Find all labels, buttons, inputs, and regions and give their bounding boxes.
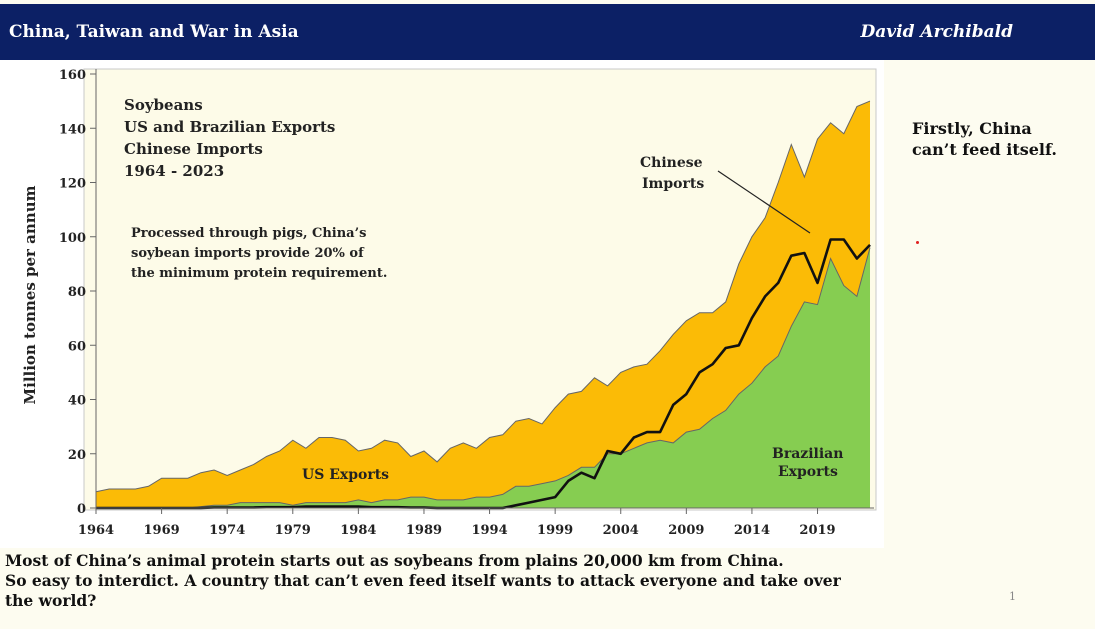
y-axis-label: Million tonnes per annum	[21, 185, 39, 404]
x-tick-label: 1969	[143, 523, 179, 538]
page-number: 1	[1009, 590, 1016, 603]
x-tick-label: 1989	[406, 523, 442, 538]
chinese-imports-pointer	[717, 170, 811, 234]
x-tick-label: 1999	[537, 523, 573, 538]
y-tick-label: 80	[68, 285, 86, 300]
x-tick-label: 1974	[209, 523, 245, 538]
caption-line-1: Most of China’s animal protein starts ou…	[5, 551, 784, 570]
caption-line-2: So easy to interdict. A country that can…	[5, 571, 841, 590]
x-tick-label: 2004	[603, 523, 639, 538]
x-tick-label: 2019	[799, 523, 835, 538]
chart-title-line-4: 1964 - 2023	[124, 162, 224, 180]
x-tick-label: 2014	[734, 523, 770, 538]
y-tick-label: 20	[68, 448, 86, 463]
brazilian-exports-label-1: Brazilian	[772, 446, 843, 462]
side-note-line-1: Firstly, China	[912, 119, 1032, 138]
brazilian-exports-area	[96, 247, 870, 508]
y-tick-label: 100	[59, 231, 86, 246]
soybean-chart: 0 20 40 60 80 100 120 140 160 1964 1969 1974 1979 198…	[21, 68, 877, 538]
annotation-line-3: the minimum protein requirement.	[131, 266, 387, 281]
chinese-imports-label-2: Imports	[642, 176, 704, 192]
caption-line-3: the world?	[5, 591, 97, 610]
brazilian-exports-outline	[96, 247, 871, 509]
chart-panel: 0 20 40 60 80 100 120 140 160 1964 1969 1974 1979 198…	[0, 60, 884, 548]
presentation-title: China, Taiwan and War in Asia	[9, 22, 299, 42]
chart-title-line-3: Chinese Imports	[124, 140, 263, 158]
side-note: Firstly, China can’t feed itself.	[912, 118, 1092, 160]
y-tick-label: 120	[59, 177, 86, 192]
chart-title-line-2: US and Brazilian Exports	[124, 118, 335, 136]
annotation-line-2: soybean imports provide 20% of	[131, 246, 365, 261]
x-tick-label: 2009	[668, 523, 704, 538]
header-bar: China, Taiwan and War in Asia David Arch…	[0, 4, 1095, 60]
x-tick-label: 1984	[340, 523, 376, 538]
author-name: David Archibald	[860, 22, 1013, 42]
brazilian-exports-label-2: Exports	[778, 464, 838, 480]
x-tick-label: 1994	[471, 523, 507, 538]
y-tick-label: 40	[68, 394, 86, 409]
total-exports-area	[96, 101, 870, 508]
y-tick-label: 60	[68, 339, 86, 354]
y-tick-label: 160	[59, 68, 86, 83]
side-note-line-2: can’t feed itself.	[912, 140, 1057, 159]
caption: Most of China’s animal protein starts ou…	[5, 551, 1065, 611]
chinese-imports-label-1: Chinese	[640, 155, 703, 171]
annotation-line-1: Processed through pigs, China’s	[131, 226, 366, 241]
x-tick-label: 1979	[275, 523, 311, 538]
red-dot	[916, 241, 919, 244]
y-tick-label: 140	[59, 122, 86, 137]
y-tick-label: 0	[77, 502, 86, 517]
us-exports-label: US Exports	[302, 467, 389, 483]
total-exports-outline	[95, 100, 871, 493]
chart-title-line-1: Soybeans	[124, 96, 203, 114]
x-tick-label: 1964	[78, 523, 114, 538]
